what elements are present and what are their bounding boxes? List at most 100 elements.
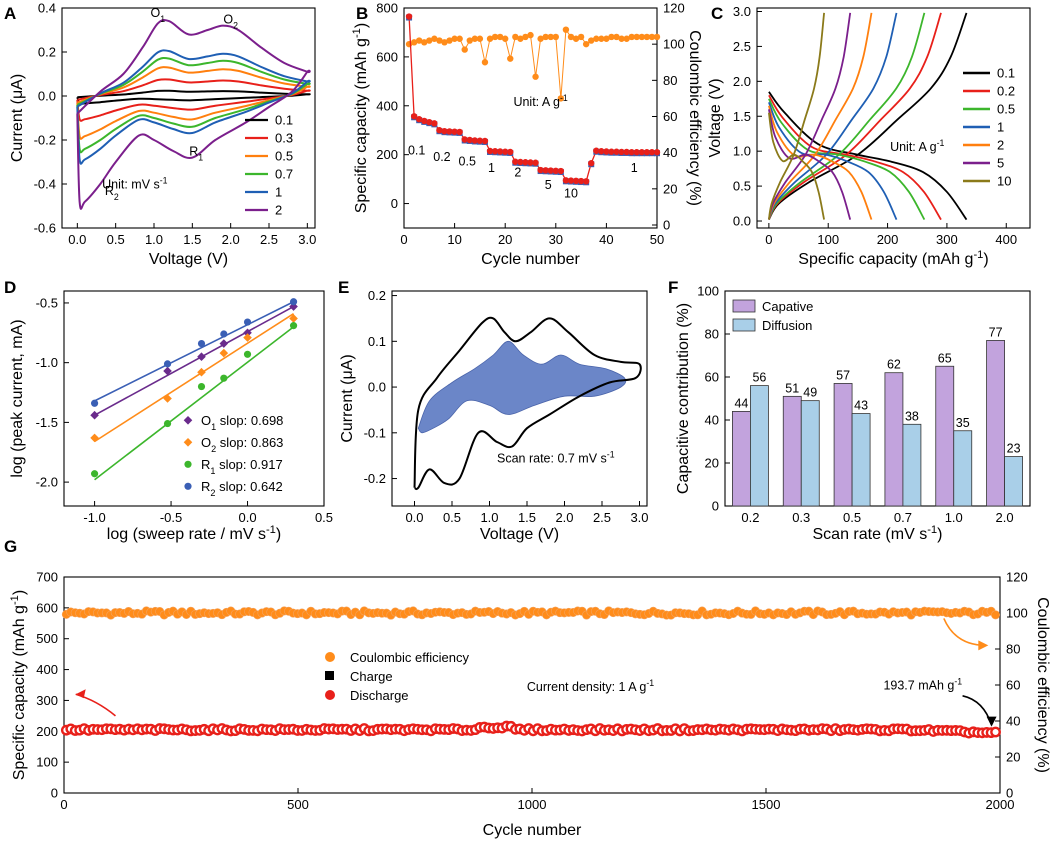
chart-c-discharge-line [768, 98, 926, 221]
chart-e-total-curve [413, 316, 642, 491]
chart-b-efficiency-point [446, 37, 453, 44]
chart-b-discharge-point [436, 127, 443, 134]
chart-b-discharge-point [522, 159, 529, 166]
chart-b-efficiency-point [481, 59, 489, 66]
chart-c-legend-label: 10 [997, 174, 1011, 189]
chart-f-ytick-label: 40 [705, 413, 719, 428]
chart-e-xtick-label: 2.0 [555, 510, 573, 525]
chart-b-xtick-label: 10 [447, 232, 461, 247]
chart-b-efficiency-point [623, 35, 630, 42]
chart-b-discharge-point [502, 148, 509, 155]
chart-g-xtick-label: 1500 [752, 797, 781, 812]
chart-e-ytick-label: 0.0 [368, 380, 386, 395]
panel-letter-c: C [711, 4, 723, 23]
chart-d-data-point [220, 330, 228, 338]
chart-f-data-label: 77 [989, 325, 1003, 339]
chart-d-data-point [197, 367, 206, 377]
chart-c-charge-line [768, 12, 825, 220]
chart-f-data-label: 35 [956, 416, 970, 430]
chart-b-rate-label: 1 [488, 161, 495, 175]
chart-d-data-point [219, 348, 229, 358]
chart-d-ylabel: log (peak current, mA) [9, 319, 26, 477]
chart-c-ytick-label: 1.0 [733, 144, 751, 159]
chart-a-xtick-label: 3.0 [298, 232, 316, 247]
chart-b-discharge-point [517, 158, 524, 166]
chart-f-legend-label: Capative [762, 299, 813, 314]
chart-a-legend-label: 2 [275, 203, 282, 218]
chart-f-data-label: 57 [836, 368, 850, 382]
chart-d-data-point [219, 339, 229, 348]
chart-f-legend-swatch [732, 299, 756, 313]
chart-g-ytick-label: 400 [36, 662, 58, 677]
chart-c-discharge-line [768, 109, 852, 220]
chart-g-y2tick-label: 80 [1006, 642, 1020, 657]
chart-d-data-point [163, 360, 172, 368]
chart-b-efficiency-point [486, 35, 494, 42]
chart-b-efficiency-point [491, 33, 499, 41]
chart-b-rate-label: 0.2 [433, 150, 450, 164]
chart-f-bar-capative [833, 383, 853, 507]
chart-b-rate-label: 5 [545, 178, 552, 192]
chart-c-ytick-label: 0.5 [733, 179, 751, 194]
chart-b-efficiency-point [588, 37, 595, 44]
chart-b-discharge-point [653, 149, 661, 156]
chart-a-ytick-label: 0.4 [38, 1, 56, 16]
chart-b-efficiency-point [608, 33, 615, 41]
chart-b-discharge-point [582, 178, 590, 185]
chart-e-xlabel: Voltage (V) [480, 526, 559, 543]
chart-a-ytick-label: 0.0 [38, 89, 56, 104]
chart-f-xtick-label: 0.2 [741, 510, 759, 525]
chart-a-xtick-label: 0.0 [68, 232, 86, 247]
chart-b-rate-label: 10 [564, 186, 578, 200]
chart-b-efficiency-point [431, 35, 438, 42]
chart-d-data-point [243, 328, 252, 338]
chart-a-legend-label: 0.1 [275, 113, 293, 128]
chart-e-xtick-label: 0.5 [443, 510, 461, 525]
chart-a-xtick-label: 2.0 [222, 232, 240, 247]
chart-d-ytick-label: -2.0 [36, 475, 58, 490]
chart-b-discharge-point [537, 166, 544, 174]
chart-a-xtick-label: 1.0 [145, 232, 163, 247]
chart-b-efficiency-point [653, 33, 661, 41]
chart-b-efficiency-point [502, 35, 509, 42]
chart-a-series-line [76, 49, 311, 165]
chart-b-y2tick-label: 80 [663, 73, 677, 88]
chart-f-xtick-label: 1.0 [945, 510, 963, 525]
chart-b-rate-label: 2 [514, 166, 521, 180]
chart-b-efficiency-point [426, 37, 433, 44]
chart-g-legend-label: Coulombic efficiency [350, 650, 469, 665]
chart-a-series-line [76, 66, 311, 140]
chart-e: 0.0 0.5 1.0 1.5 2.0 2.5 3.0 -0.2 -0.1 0.0 0.1 0.2 Vo… [339, 288, 649, 543]
chart-b-y2tick-label: 40 [663, 145, 677, 160]
chart-c-charge-line [768, 12, 852, 220]
chart-a-xtick-label: 1.5 [183, 232, 201, 247]
chart-d-ytick-label: -1.5 [36, 415, 58, 430]
chart-c-legend-label: 5 [997, 156, 1004, 171]
chart-g-ytick-label: 200 [36, 724, 58, 739]
chart-f-xtick-label: 0.7 [894, 510, 912, 525]
chart-b-discharge-point [572, 177, 580, 185]
chart-d-frame [63, 290, 325, 507]
chart-b-discharge-point [608, 148, 615, 155]
chart-b-efficiency-point [567, 33, 575, 41]
chart-g-ytick-label: 100 [36, 755, 58, 770]
chart-b-discharge-point [613, 148, 620, 155]
chart-f-bar-capative [935, 365, 955, 507]
chart-f-data-label: 23 [1007, 442, 1021, 456]
chart-f-bar-diffusion [851, 413, 871, 507]
chart-b-efficiency-point [638, 33, 646, 41]
chart-d-ytick-label: -1.0 [36, 355, 58, 370]
chart-b-discharge-point [441, 128, 448, 135]
chart-b-discharge-point [461, 136, 468, 143]
chart-f-bar-capative [986, 340, 1005, 507]
chart-b-ytick-label: 600 [376, 49, 398, 64]
chart-b-efficiency-point [410, 39, 418, 46]
chart-g-y2tick-label: 100 [1006, 606, 1028, 621]
chart-b-discharge-point [643, 149, 651, 156]
chart-b-efficiency-point [572, 35, 580, 42]
chart-b-discharge-point [542, 167, 549, 174]
chart-g-legend-marker [325, 671, 334, 680]
chart-c-legend-label: 2 [997, 138, 1004, 153]
chart-b-efficiency-point [527, 31, 534, 39]
